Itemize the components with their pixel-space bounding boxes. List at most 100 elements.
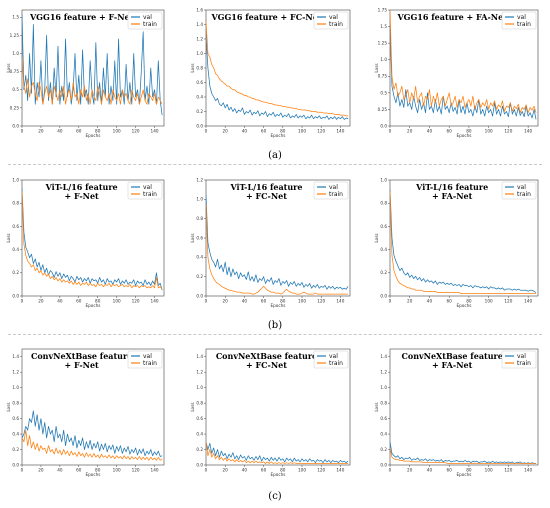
x-tick-label: 40 — [242, 299, 248, 304]
series-line-train — [390, 10, 537, 114]
y-tick-label: 1.0 — [12, 177, 19, 182]
y-tick-label: 1.4 — [380, 354, 387, 359]
series-line-train — [22, 57, 163, 105]
y-tick-label: 0.0 — [12, 462, 19, 467]
y-tick-label: 1.0 — [380, 57, 387, 62]
x-tick-label: 80 — [95, 468, 101, 473]
legend — [127, 181, 163, 200]
y-tick-label: 1.0 — [380, 385, 387, 390]
x-tick-label: 80 — [280, 299, 286, 304]
row-separator — [8, 334, 542, 335]
series-line-val — [22, 13, 163, 116]
legend-label-val: val — [143, 353, 152, 360]
y-tick-label: 0.75 — [10, 69, 20, 74]
y-tick-label: 0.0 — [380, 462, 387, 467]
y-tick-label: 1.2 — [380, 370, 387, 375]
y-tick-label: 0.8 — [12, 401, 19, 406]
y-tick-label: 0.2 — [196, 274, 203, 279]
y-tick-label: 1.2 — [12, 370, 19, 375]
y-tick-label: 0.25 — [10, 105, 20, 110]
x-tick-label: 40 — [57, 299, 63, 304]
x-tick-label: 100 — [113, 299, 121, 304]
x-tick-label: 140 — [336, 129, 344, 134]
legend-label-train: train — [329, 21, 343, 28]
x-tick-label: 40 — [57, 468, 63, 473]
y-tick-label: 0.2 — [380, 447, 387, 452]
x-tick-label: 100 — [113, 468, 121, 473]
x-tick-label: 140 — [524, 468, 532, 473]
x-tick-label: 0 — [205, 129, 208, 134]
legend — [313, 350, 349, 369]
y-tick-label: 0.6 — [196, 80, 203, 85]
legend — [501, 350, 537, 369]
chart-title: ConvNeXtBase feature — [216, 351, 317, 361]
y-axis-label: Loss — [190, 402, 195, 411]
y-tick-label: 1.4 — [196, 354, 203, 359]
legend — [127, 11, 163, 30]
legend-label-val: val — [517, 184, 526, 191]
chart-title: + F-Net — [65, 360, 100, 370]
x-tick-label: 120 — [504, 299, 512, 304]
x-tick-label: 80 — [466, 468, 472, 473]
y-tick-label: 1.4 — [196, 22, 203, 27]
legend-label-train: train — [143, 191, 157, 198]
x-tick-label: 120 — [132, 129, 140, 134]
series-line-val — [390, 26, 537, 120]
chart-title: + FA-Net — [432, 360, 473, 370]
y-tick-label: 0.4 — [12, 431, 19, 436]
plot-area — [389, 179, 539, 297]
x-tick-label: 60 — [261, 129, 267, 134]
x-tick-label: 140 — [151, 468, 159, 473]
y-tick-label: 0.2 — [196, 447, 203, 452]
y-tick-label: 0.6 — [12, 224, 19, 229]
x-tick-label: 100 — [485, 468, 493, 473]
x-tick-label: 80 — [95, 129, 101, 134]
chart-title: ConvNeXtBase feature — [401, 351, 502, 361]
x-tick-label: 120 — [317, 129, 325, 134]
y-axis-label: Loss — [6, 233, 11, 242]
series-line-val — [390, 189, 537, 293]
x-tick-label: 140 — [524, 299, 532, 304]
series-line-train — [390, 191, 537, 295]
x-tick-label: 20 — [38, 129, 44, 134]
x-tick-label: 0 — [205, 299, 208, 304]
series-line-val — [206, 35, 349, 120]
series-line-train — [22, 429, 163, 461]
x-tick-label: 140 — [336, 299, 344, 304]
x-tick-label: 40 — [427, 129, 433, 134]
y-tick-label: 1.2 — [196, 36, 203, 41]
legend-label-val: val — [143, 184, 152, 191]
x-tick-label: 80 — [466, 129, 472, 134]
x-tick-label: 60 — [447, 468, 453, 473]
series-line-val — [390, 441, 537, 464]
legend-label-val: val — [329, 184, 338, 191]
x-tick-label: 0 — [389, 468, 392, 473]
y-tick-label: 0.0 — [12, 123, 19, 128]
chart-title: VGG16 feature + FC-Net — [210, 12, 321, 22]
y-tick-label: 1.25 — [10, 33, 20, 38]
chart-title: ViT-L/16 feature — [229, 182, 302, 192]
row-separator — [8, 164, 542, 165]
y-tick-label: 0.6 — [380, 416, 387, 421]
x-tick-label: 40 — [427, 299, 433, 304]
x-tick-label: 120 — [504, 129, 512, 134]
y-axis-label: Loss — [190, 233, 195, 242]
x-tick-label: 120 — [317, 468, 325, 473]
x-axis-label: Epochs — [270, 133, 285, 138]
x-axis-label: Epochs — [270, 472, 285, 477]
x-tick-label: 60 — [261, 468, 267, 473]
x-tick-label: 20 — [223, 468, 229, 473]
x-tick-label: 60 — [76, 299, 82, 304]
x-tick-label: 0 — [21, 468, 24, 473]
y-tick-label: 0.0 — [196, 123, 203, 128]
plot-area — [21, 9, 165, 127]
plot-area — [205, 9, 351, 127]
y-tick-label: 0.2 — [196, 109, 203, 114]
y-tick-label: 1.6 — [196, 7, 203, 12]
series-line-train — [206, 441, 349, 464]
